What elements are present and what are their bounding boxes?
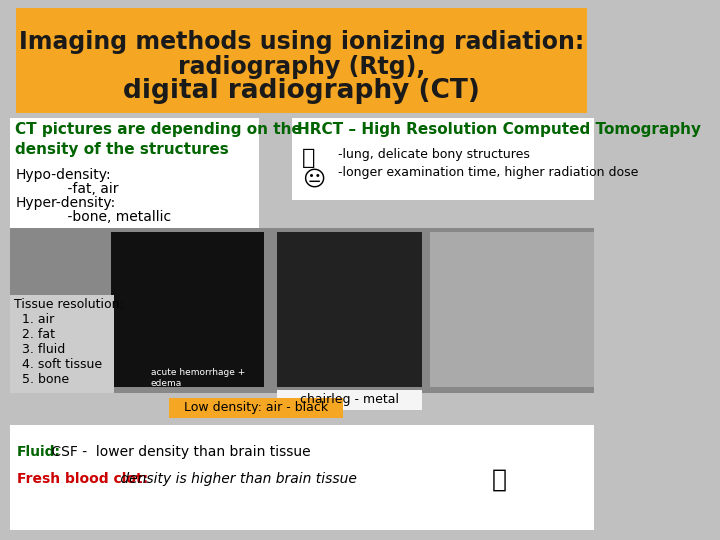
Text: -bone, metallic: -bone, metallic [15,210,171,224]
Text: acute hemorrhage +
edema: acute hemorrhage + edema [151,368,246,388]
Text: digital radiography (CT): digital radiography (CT) [123,78,480,104]
FancyBboxPatch shape [16,8,588,113]
FancyBboxPatch shape [10,228,594,393]
FancyBboxPatch shape [169,398,343,418]
Text: 4. soft tissue: 4. soft tissue [14,358,102,371]
Text: 🙂: 🙂 [492,468,507,492]
FancyBboxPatch shape [276,232,422,387]
Text: 2. fat: 2. fat [14,328,55,341]
Text: -lung, delicate bony structures: -lung, delicate bony structures [318,148,530,161]
FancyBboxPatch shape [10,118,258,228]
Text: 😐: 😐 [302,170,325,190]
Text: 3. fluid: 3. fluid [14,343,65,356]
Text: 1. air: 1. air [14,313,54,326]
Text: Hypo-density:: Hypo-density: [15,168,111,182]
FancyBboxPatch shape [430,232,594,387]
Text: CSF -  lower density than brain tissue: CSF - lower density than brain tissue [47,445,310,459]
Text: Tissue resolution:: Tissue resolution: [14,298,123,311]
Text: Imaging methods using ionizing radiation:: Imaging methods using ionizing radiation… [19,30,584,54]
Text: density is higher than brain tissue: density is higher than brain tissue [116,472,357,486]
Text: chairleg - metal: chairleg - metal [300,393,399,406]
FancyBboxPatch shape [292,118,594,200]
FancyBboxPatch shape [10,425,594,530]
FancyBboxPatch shape [276,390,422,410]
Text: Fresh blood clot:: Fresh blood clot: [17,472,148,486]
FancyBboxPatch shape [112,232,264,387]
Text: CT pictures are depending on the
density of the structures: CT pictures are depending on the density… [15,122,302,157]
Text: Low density: air - black: Low density: air - black [184,401,328,414]
Text: 🙂: 🙂 [302,148,315,168]
FancyBboxPatch shape [10,295,114,393]
Text: Fluid:: Fluid: [17,445,61,459]
Text: -fat, air: -fat, air [15,182,119,196]
Text: HRCT – High Resolution Computed Tomography: HRCT – High Resolution Computed Tomograp… [297,122,701,137]
Text: radiography (Rtg),: radiography (Rtg), [178,55,426,79]
Text: 5. bone: 5. bone [14,373,68,386]
Text: -longer examination time, higher radiation dose: -longer examination time, higher radiati… [318,166,639,179]
Text: Hyper-density:: Hyper-density: [15,196,115,210]
